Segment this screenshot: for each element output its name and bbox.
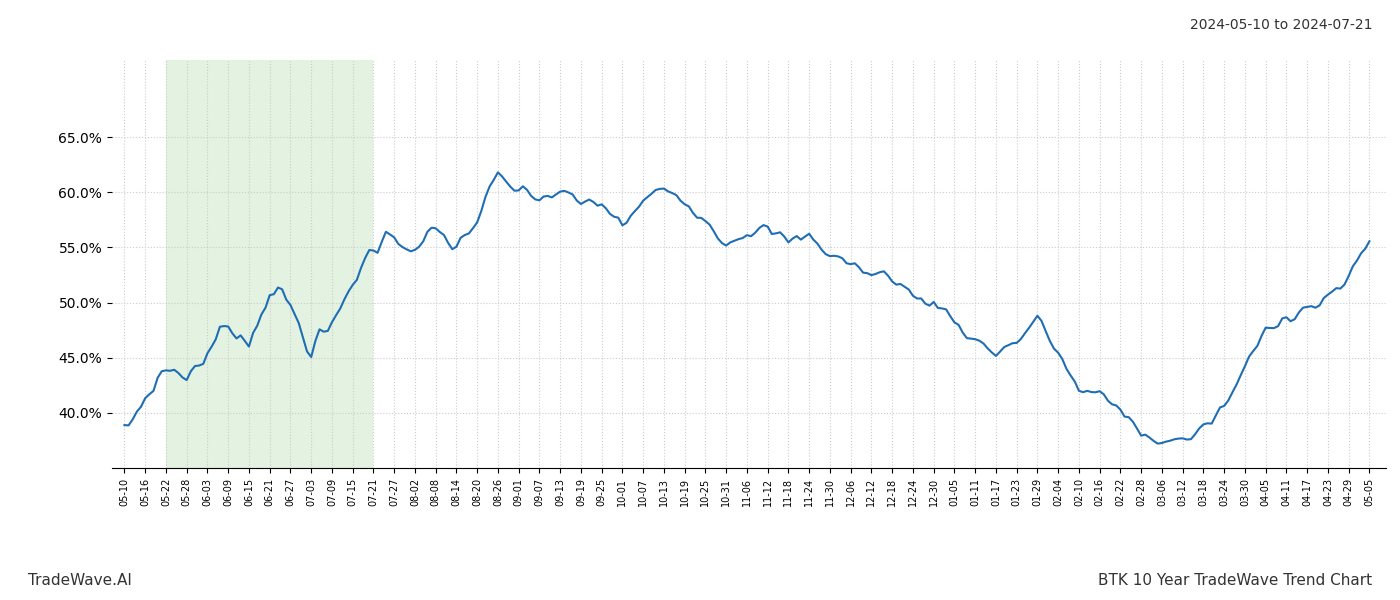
Bar <box>167 60 374 468</box>
Text: TradeWave.AI: TradeWave.AI <box>28 573 132 588</box>
Text: 2024-05-10 to 2024-07-21: 2024-05-10 to 2024-07-21 <box>1190 18 1372 32</box>
Text: BTK 10 Year TradeWave Trend Chart: BTK 10 Year TradeWave Trend Chart <box>1098 573 1372 588</box>
